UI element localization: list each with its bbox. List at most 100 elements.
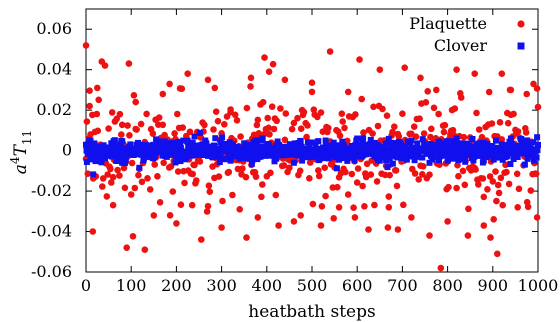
plaquette-point	[330, 215, 338, 222]
plaquette-point	[451, 105, 459, 112]
plaquette-point	[204, 76, 212, 84]
clover-point	[484, 140, 491, 147]
clover-point	[170, 142, 177, 149]
plaquette-point	[417, 74, 424, 82]
plaquette-point	[379, 105, 386, 113]
plaquette-point	[174, 168, 182, 175]
plaquette-point	[322, 192, 329, 200]
clover-point	[294, 152, 301, 159]
plaquette-point	[169, 188, 177, 195]
plaquette-point	[86, 102, 93, 110]
plaquette-point	[408, 214, 415, 221]
plaquette-point	[309, 200, 317, 208]
clover-point	[436, 157, 442, 164]
clover-point	[347, 154, 354, 161]
plaquette-point	[367, 171, 375, 178]
plaquette-point	[503, 168, 510, 176]
svg-text:a4T11: a4T11	[8, 130, 34, 174]
plaquette-point	[166, 212, 174, 219]
clover-point	[273, 155, 280, 162]
plaquette-point	[487, 234, 494, 241]
plaquette-point	[121, 184, 129, 192]
plaquette-point	[374, 122, 382, 130]
clover-point	[87, 137, 94, 144]
clover-point	[414, 140, 421, 147]
clover-point	[419, 136, 426, 143]
plaquette-point	[461, 181, 469, 189]
plaquette-point	[146, 186, 154, 193]
plaquette-point	[210, 126, 217, 133]
plaquette-point	[259, 98, 267, 106]
y-tick-label: -0.04	[31, 222, 72, 241]
plaquette-point	[129, 233, 137, 240]
clover-point	[514, 154, 521, 160]
plaquette-point	[204, 202, 212, 210]
plaquette-point	[296, 167, 304, 175]
plaquette-point	[440, 128, 448, 136]
clover-point	[315, 138, 322, 145]
plaquette-point	[259, 181, 266, 188]
clover-point	[253, 140, 260, 147]
plaquette-point	[385, 204, 393, 211]
plaquette-point	[350, 204, 357, 211]
clover-point	[385, 135, 392, 142]
clover-point	[113, 158, 120, 164]
plaquette-point	[114, 166, 121, 174]
plaquette-point	[335, 204, 343, 211]
plaquette-point	[215, 173, 223, 180]
plaquette-point	[247, 83, 254, 90]
plaquette-point	[286, 164, 293, 172]
clover-point	[276, 142, 282, 149]
x-tick-label: 700	[387, 276, 418, 295]
clover-point	[354, 135, 361, 142]
plaquette-point	[181, 179, 188, 187]
plaquette-point	[386, 171, 394, 179]
plaquette-point	[338, 110, 346, 117]
clover-point	[534, 134, 541, 141]
plaquette-point	[160, 159, 167, 167]
plaquette-point	[479, 175, 487, 182]
plaquette-point	[154, 173, 161, 180]
plaquette-point	[294, 114, 301, 122]
clover-point	[399, 154, 406, 160]
plaquette-point	[352, 111, 359, 118]
x-tick-label: 600	[342, 276, 373, 295]
plaquette-point	[428, 125, 435, 133]
clover-point	[312, 142, 319, 149]
clover-point	[136, 164, 143, 171]
plaquette-point	[174, 110, 181, 118]
clover-point	[320, 155, 327, 162]
clover-point	[119, 159, 126, 166]
plaquette-point	[308, 88, 316, 96]
clover-point	[138, 151, 145, 158]
plaquette-point	[460, 133, 468, 141]
plaquette-point	[116, 110, 124, 118]
plaquette-point	[433, 86, 440, 94]
plaquette-point	[444, 218, 451, 225]
plaquette-point	[203, 208, 211, 215]
plaquette-point	[490, 216, 498, 223]
clover-point	[419, 154, 426, 161]
plaquette-point	[455, 172, 462, 180]
clover-point	[257, 153, 264, 160]
plaquette-point	[99, 183, 106, 190]
legend-marker-clover	[517, 42, 525, 50]
clover-point	[281, 152, 288, 159]
clover-point	[159, 139, 166, 146]
clover-point	[173, 148, 180, 155]
plaquette-point	[282, 110, 290, 117]
plaquette-point	[533, 214, 541, 221]
plaquette-point	[191, 161, 198, 169]
axis-ticks	[85, 9, 539, 273]
clover-point	[109, 144, 116, 151]
clover-point	[462, 158, 469, 165]
plaquette-point	[358, 95, 366, 103]
plaquette-point	[214, 117, 222, 125]
y-tick-label: 0.04	[36, 60, 72, 79]
clover-point	[230, 145, 237, 151]
plaquette-point	[133, 126, 140, 133]
clover-point	[226, 139, 233, 146]
plaquette-point	[453, 66, 460, 73]
clover-point	[388, 139, 395, 146]
plaquette-point	[237, 133, 244, 140]
